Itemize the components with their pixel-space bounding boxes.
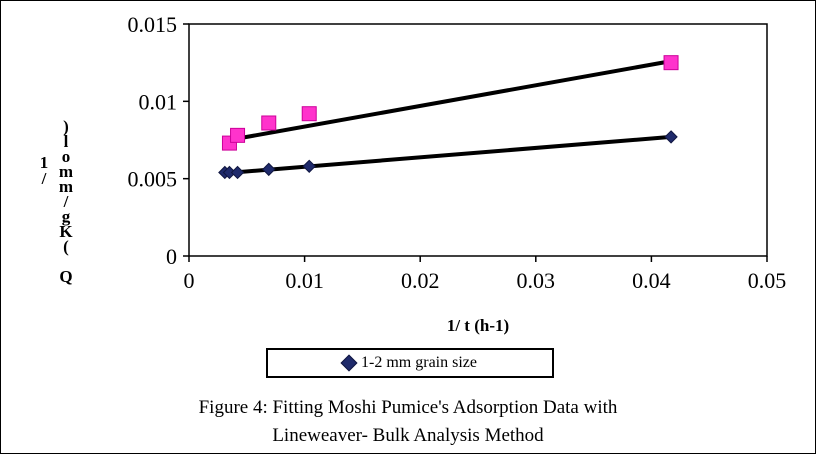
y-tick-label: 0.015 xyxy=(128,12,178,37)
fit-lines xyxy=(224,59,672,176)
x-axis-ticks: 0 0.01 0.02 0.03 0.04 0.05 xyxy=(184,256,787,293)
data-point-square xyxy=(261,115,277,131)
y-tick-label: 0.005 xyxy=(128,167,178,192)
y-label-char: m xyxy=(59,162,73,181)
y-label-char: g xyxy=(62,207,71,226)
y-label-char: / xyxy=(41,169,47,188)
y-label-char: 1 xyxy=(40,153,49,172)
x-tick-label: 0.01 xyxy=(285,268,324,293)
y-label-char: l xyxy=(64,132,69,151)
caption-line-2: Lineweaver- Bulk Analysis Method xyxy=(272,425,544,446)
data-point-diamond xyxy=(262,162,276,177)
data-point-diamond xyxy=(302,159,316,174)
data-point-diamond xyxy=(230,165,245,180)
y-label-char: / xyxy=(63,192,69,211)
x-tick-label: 0.02 xyxy=(401,268,440,293)
x-tick-label: 0 xyxy=(184,268,195,293)
y-label-char: ( xyxy=(63,237,69,256)
y-tick-label: 0.01 xyxy=(139,89,178,114)
data-point-square xyxy=(301,106,317,122)
plot-area xyxy=(188,23,768,257)
figure-caption: Figure 4: Fitting Moshi Pumice's Adsorpt… xyxy=(0,394,816,450)
data-point-square xyxy=(663,55,679,71)
fit-line xyxy=(224,134,672,176)
data-point-diamond xyxy=(664,130,678,144)
y-axis-ticks: 0 0.005 0.01 0.015 xyxy=(128,12,189,269)
legend-diamond-icon xyxy=(340,354,358,372)
y-label-char: Q xyxy=(59,267,72,286)
legend: 1-2 mm grain size xyxy=(266,348,554,378)
x-axis-label: 1/ t (h-1) xyxy=(447,316,509,335)
data-point-square xyxy=(230,127,246,143)
x-tick-label: 0.05 xyxy=(748,268,787,293)
legend-label: 1-2 mm grain size xyxy=(361,354,477,371)
fit-line xyxy=(229,59,672,142)
y-label-char: ) xyxy=(63,117,69,136)
x-tick-label: 0.04 xyxy=(632,268,671,293)
y-label-char: m xyxy=(59,177,73,196)
caption-line-1: Figure 4: Fitting Moshi Pumice's Adsorpt… xyxy=(198,397,618,418)
y-label-char: o xyxy=(62,147,71,166)
data-points xyxy=(218,55,679,180)
x-tick-label: 0.03 xyxy=(517,268,556,293)
y-label-char: K xyxy=(59,222,73,241)
y-tick-label: 0 xyxy=(166,244,177,269)
